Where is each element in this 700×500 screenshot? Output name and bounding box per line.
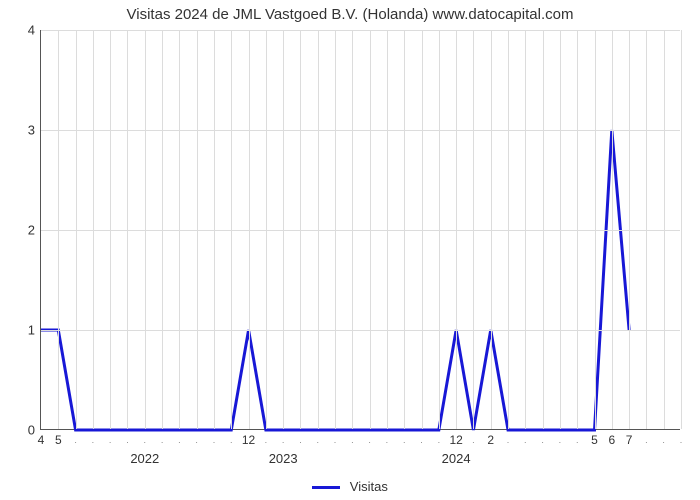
x-minor-tick: . <box>576 435 579 445</box>
x-minor-tick: . <box>645 435 648 445</box>
x-minor-tick: . <box>265 435 268 445</box>
y-tick-label: 2 <box>28 223 35 238</box>
x-minor-tick: . <box>109 435 112 445</box>
x-year-label: 2023 <box>269 451 298 466</box>
x-year-label: 2024 <box>442 451 471 466</box>
x-minor-tick: . <box>403 435 406 445</box>
x-month-label: 5 <box>55 433 62 447</box>
x-month-label: 7 <box>626 433 633 447</box>
x-month-label: 6 <box>608 433 615 447</box>
x-minor-tick: . <box>74 435 77 445</box>
x-minor-tick: . <box>161 435 164 445</box>
x-minor-tick: . <box>420 435 423 445</box>
x-minor-tick: . <box>126 435 129 445</box>
x-minor-tick: . <box>524 435 527 445</box>
x-minor-tick: . <box>178 435 181 445</box>
legend-label: Visitas <box>350 479 388 494</box>
plot-area: 01234..............................45121… <box>40 30 680 430</box>
x-minor-tick: . <box>144 435 147 445</box>
gridline-vertical <box>681 30 682 429</box>
x-minor-tick: . <box>680 435 683 445</box>
x-minor-tick: . <box>316 435 319 445</box>
x-minor-tick: . <box>351 435 354 445</box>
legend: Visitas <box>0 479 700 494</box>
gridline-horizontal <box>41 230 680 231</box>
y-tick-label: 4 <box>28 23 35 38</box>
x-minor-tick: . <box>213 435 216 445</box>
x-minor-tick: . <box>472 435 475 445</box>
x-minor-tick: . <box>386 435 389 445</box>
x-month-label: 5 <box>591 433 598 447</box>
x-minor-tick: . <box>438 435 441 445</box>
x-minor-tick: . <box>334 435 337 445</box>
gridline-horizontal <box>41 130 680 131</box>
y-tick-label: 1 <box>28 323 35 338</box>
x-minor-tick: . <box>541 435 544 445</box>
legend-swatch <box>312 486 340 489</box>
x-month-label: 4 <box>38 433 45 447</box>
x-year-label: 2022 <box>130 451 159 466</box>
x-month-label: 2 <box>487 433 494 447</box>
x-month-label: 12 <box>242 433 255 447</box>
x-minor-tick: . <box>230 435 233 445</box>
y-tick-label: 3 <box>28 123 35 138</box>
x-minor-tick: . <box>368 435 371 445</box>
x-minor-tick: . <box>559 435 562 445</box>
gridline-horizontal <box>41 330 680 331</box>
x-minor-tick: . <box>662 435 665 445</box>
x-minor-tick: . <box>92 435 95 445</box>
x-minor-tick: . <box>195 435 198 445</box>
gridline-horizontal <box>41 30 680 31</box>
y-tick-label: 0 <box>28 423 35 438</box>
chart-title: Visitas 2024 de JML Vastgoed B.V. (Holan… <box>0 6 700 23</box>
chart-container: Visitas 2024 de JML Vastgoed B.V. (Holan… <box>0 0 700 500</box>
x-minor-tick: . <box>299 435 302 445</box>
x-minor-tick: . <box>282 435 285 445</box>
x-minor-tick: . <box>507 435 510 445</box>
x-month-label: 12 <box>449 433 462 447</box>
